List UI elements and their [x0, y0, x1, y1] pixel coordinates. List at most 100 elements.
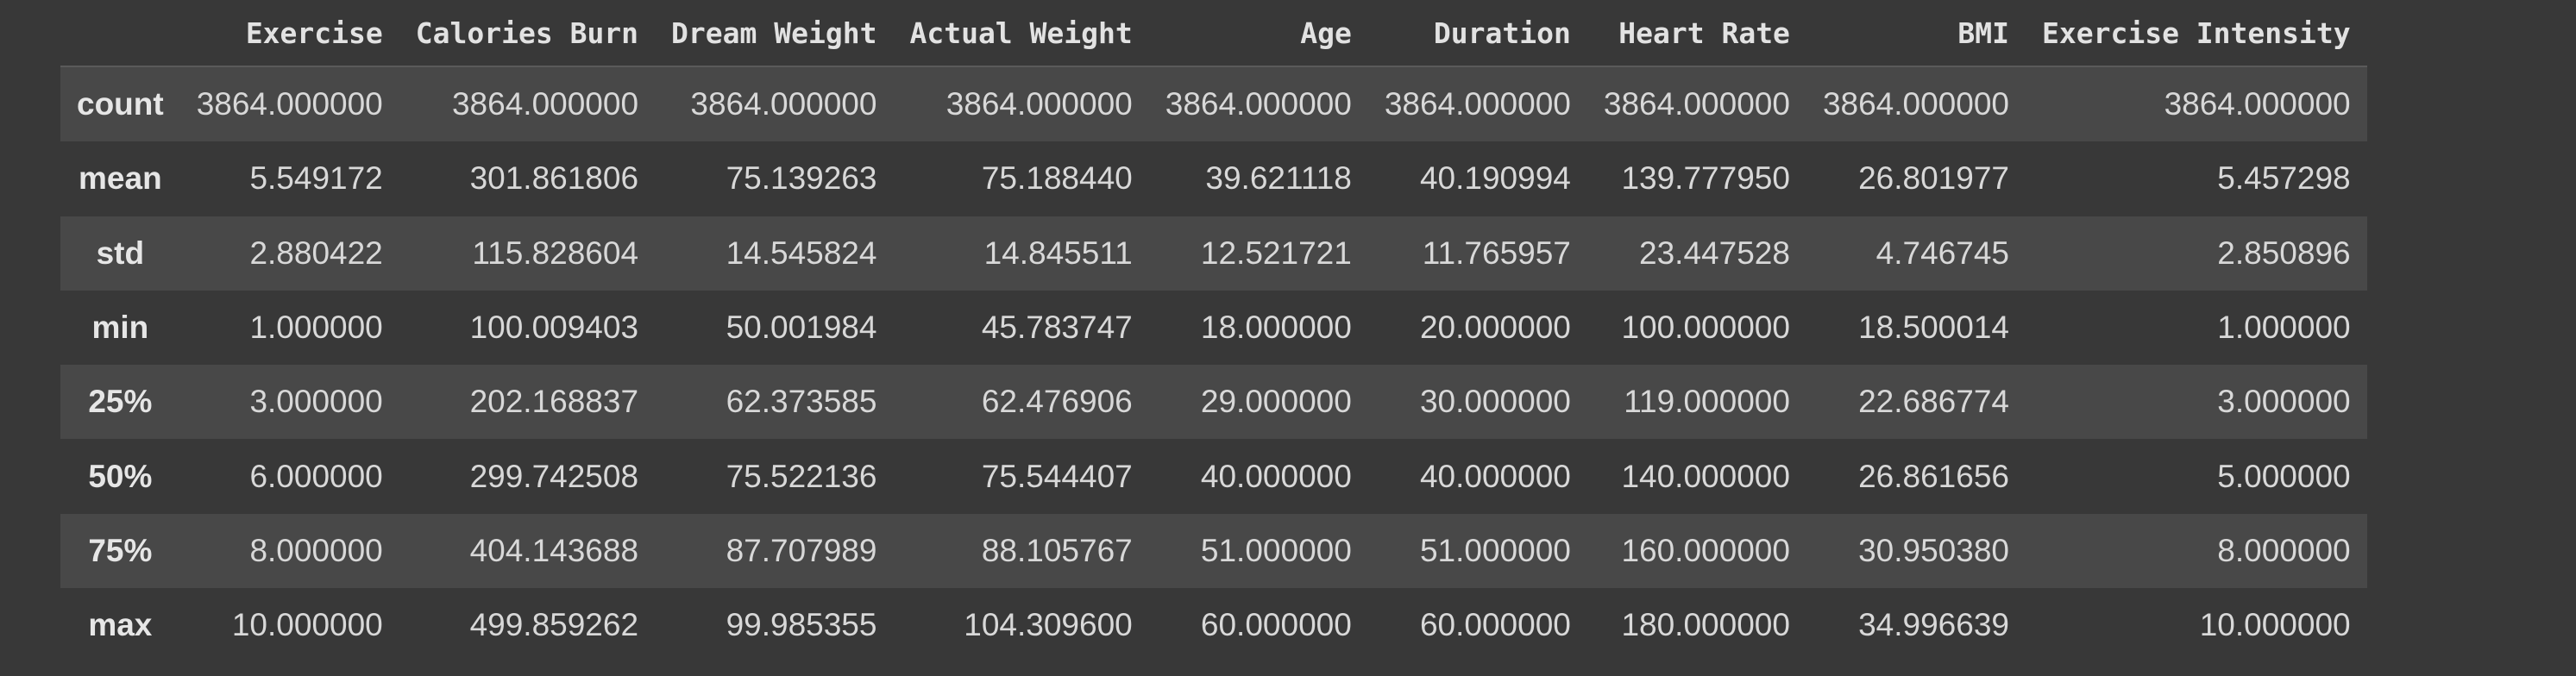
table-cell: 62.373585 [726, 384, 877, 420]
table-row: 75% 8.000000 404.143688 87.707989 88.105767 5… [60, 513, 2367, 589]
table-cell: 60.000000 [1200, 607, 1352, 643]
table-cell: 3864.000000 [1603, 86, 1790, 122]
table-cell: 75.522136 [726, 458, 877, 494]
table-cell: 75.544407 [981, 458, 1133, 494]
table-body: count 3864.000000 3864.000000 3864.000000 38… [60, 66, 2367, 663]
header-corner [60, 0, 180, 67]
table-cell: 100.000000 [1621, 310, 1790, 346]
column-header-exercise: Exercise [179, 0, 399, 67]
table-cell: 18.500014 [1858, 310, 2009, 346]
table-cell: 3864.000000 [2164, 86, 2351, 122]
table-cell: 26.801977 [1858, 160, 2009, 197]
table-cell: 22.686774 [1858, 384, 2009, 420]
table-row: 50% 6.000000 299.742508 75.522136 75.544407 4… [60, 439, 2367, 514]
describe-table: Exercise Calories Burn Dream Weight Actu… [60, 0, 2367, 663]
table-cell: 499.859262 [469, 607, 639, 643]
table-row: mean 5.549172 301.861806 75.139263 75.188440… [60, 141, 2367, 216]
table-cell: 20.000000 [1419, 310, 1571, 346]
column-header-heart-rate: Heart Rate [1586, 0, 1806, 67]
table-cell: 100.009403 [469, 310, 639, 346]
column-header-exercise-intensity: Exercise Intensity [2026, 0, 2367, 67]
table-cell: 1.000000 [249, 310, 383, 346]
table-cell: 160.000000 [1621, 532, 1790, 568]
table-cell: 30.000000 [1419, 384, 1571, 420]
column-header-actual-weight: Actual Weight [893, 0, 1149, 67]
table-cell: 75.188440 [981, 160, 1133, 197]
table-cell: 51.000000 [1419, 532, 1571, 568]
column-header-duration: Duration [1367, 0, 1587, 67]
table-cell: 26.861656 [1858, 458, 2009, 494]
table-cell: 180.000000 [1621, 607, 1790, 643]
table-header-row: Exercise Calories Burn Dream Weight Actu… [60, 0, 2367, 67]
table-cell: 3864.000000 [1165, 86, 1352, 122]
table-cell: 40.000000 [1419, 458, 1571, 494]
table-row: 25% 3.000000 202.168837 62.373585 62.476906 2… [60, 365, 2367, 440]
column-header-age: Age [1148, 0, 1368, 67]
table-cell: 40.190994 [1419, 160, 1571, 197]
table-row: count 3864.000000 3864.000000 3864.000000 38… [60, 66, 2367, 142]
table-cell: 3864.000000 [690, 86, 877, 122]
table-cell: 3864.000000 [946, 86, 1133, 122]
table-cell: 14.545824 [726, 235, 877, 271]
table-cell: 3864.000000 [1822, 86, 2009, 122]
row-label: count [77, 86, 164, 122]
table-cell: 3864.000000 [451, 86, 639, 122]
table-cell: 29.000000 [1200, 384, 1352, 420]
table-cell: 3864.000000 [196, 86, 383, 122]
table-cell: 5.000000 [2217, 458, 2351, 494]
table-cell: 39.621118 [1205, 160, 1352, 197]
table-cell: 34.996639 [1858, 607, 2009, 643]
table-cell: 299.742508 [469, 458, 639, 494]
table-row: max 10.000000 499.859262 99.985355 104.30960… [60, 588, 2367, 663]
table-cell: 139.777950 [1621, 160, 1790, 197]
row-label: mean [79, 160, 162, 197]
table-cell: 140.000000 [1621, 458, 1790, 494]
table-cell: 11.765957 [1422, 235, 1571, 271]
table-cell: 115.828604 [472, 235, 639, 271]
table-cell: 3.000000 [2217, 384, 2351, 420]
table-cell: 119.000000 [1624, 384, 1790, 420]
table-cell: 51.000000 [1200, 532, 1352, 568]
table-cell: 6.000000 [249, 458, 383, 494]
table-row: std 2.880422 115.828604 14.545824 14.845511 1… [60, 216, 2367, 291]
table-cell: 88.105767 [981, 532, 1133, 568]
row-label: min [91, 310, 149, 346]
table-cell: 5.457298 [2217, 160, 2351, 197]
table-cell: 18.000000 [1200, 310, 1352, 346]
table-cell: 10.000000 [2199, 607, 2351, 643]
table-cell: 40.000000 [1200, 458, 1352, 494]
row-label: max [88, 607, 153, 643]
table-cell: 2.880422 [249, 235, 383, 271]
table-cell: 5.549172 [249, 160, 383, 197]
table-row: min 1.000000 100.009403 50.001984 45.783747 1… [60, 290, 2367, 366]
table-cell: 60.000000 [1419, 607, 1571, 643]
table-cell: 202.168837 [469, 384, 639, 420]
table-cell: 30.950380 [1858, 532, 2009, 568]
table-cell: 104.309600 [964, 607, 1133, 643]
row-label: std [96, 235, 145, 271]
table-cell: 10.000000 [231, 607, 383, 643]
column-header-dream-weight: Dream Weight [655, 0, 894, 67]
table-cell: 404.143688 [469, 532, 639, 568]
table-cell: 99.985355 [726, 607, 877, 643]
table-cell: 45.783747 [981, 310, 1133, 346]
column-header-calories-burn: Calories Burn [399, 0, 656, 67]
table-cell: 4.746745 [1875, 235, 2009, 271]
table-cell: 3.000000 [249, 384, 383, 420]
table-cell: 301.861806 [469, 160, 639, 197]
row-label: 50% [88, 458, 153, 494]
table-cell: 12.521721 [1200, 235, 1352, 271]
table-cell: 50.001984 [726, 310, 877, 346]
column-header-bmi: BMI [1806, 0, 2026, 67]
table-cell: 62.476906 [981, 384, 1133, 420]
table-cell: 87.707989 [726, 532, 877, 568]
table-cell: 3864.000000 [1384, 86, 1571, 122]
table-cell: 14.845511 [983, 235, 1133, 271]
row-label: 25% [88, 384, 153, 420]
table-cell: 23.447528 [1639, 235, 1790, 271]
table-cell: 2.850896 [2217, 235, 2351, 271]
row-label: 75% [88, 532, 153, 568]
table-cell: 8.000000 [249, 532, 383, 568]
table-cell: 1.000000 [2217, 310, 2351, 346]
